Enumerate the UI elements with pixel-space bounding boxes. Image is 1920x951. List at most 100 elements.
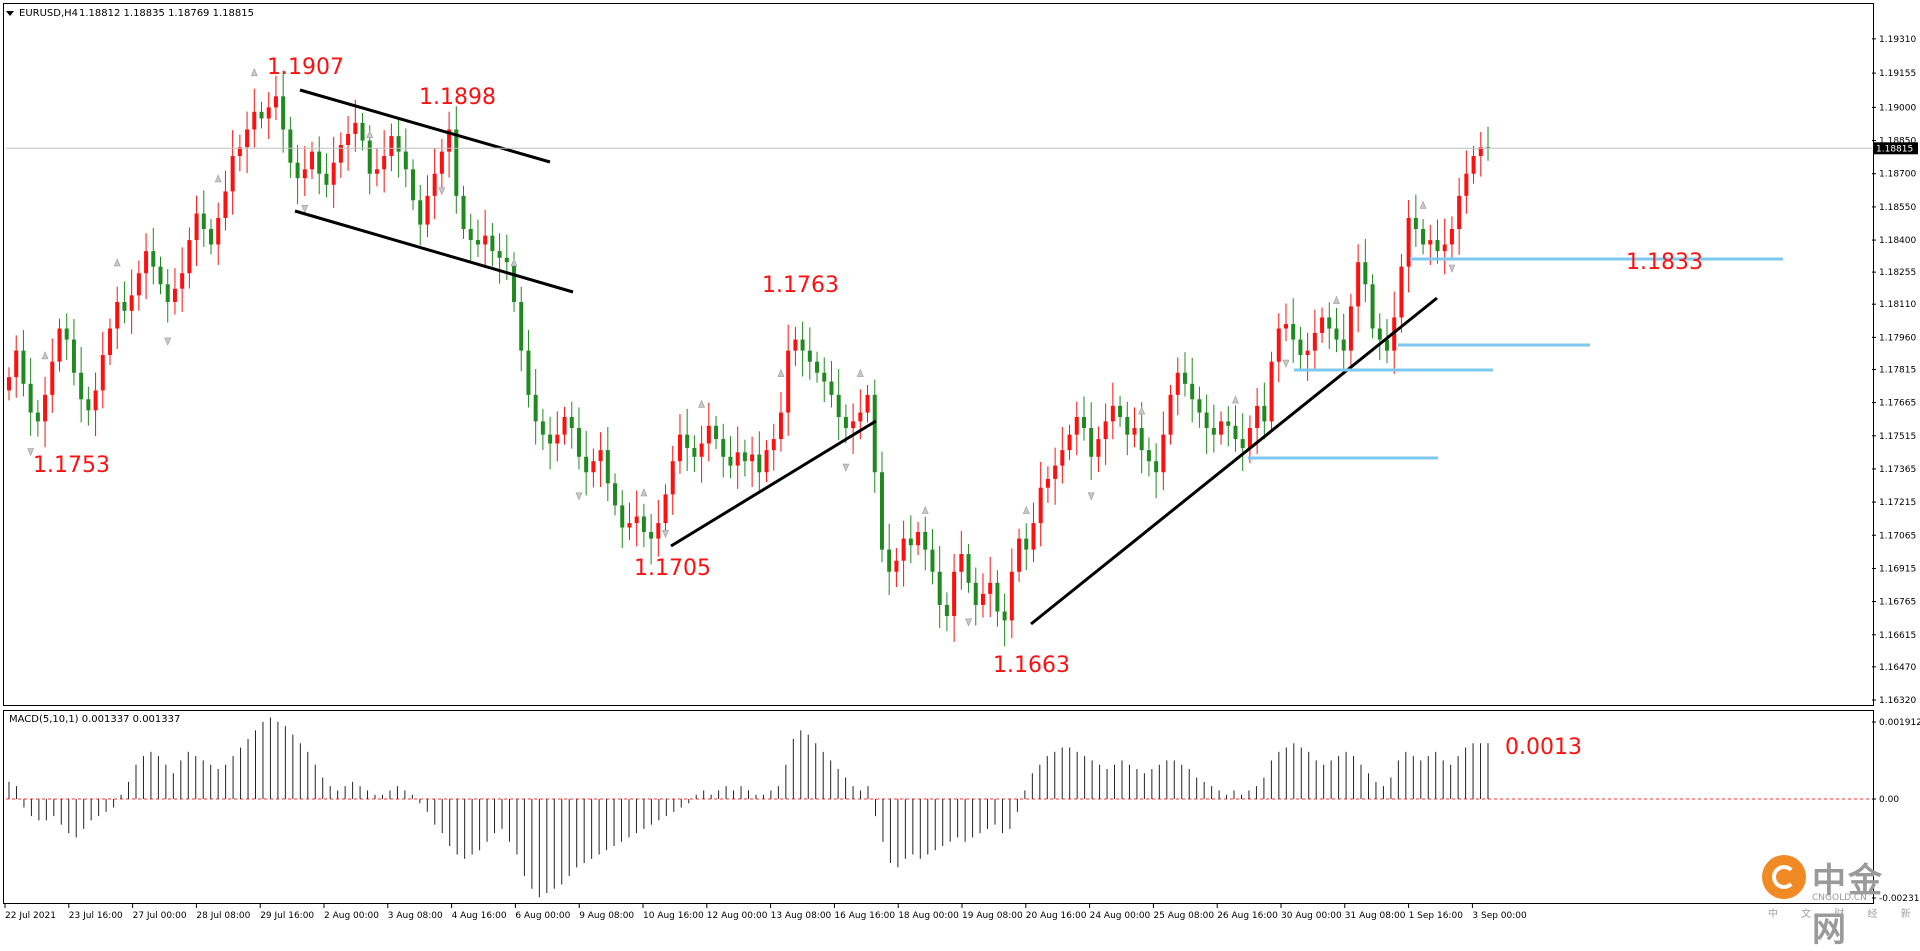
y-tick-label: 1.16470 xyxy=(1879,663,1916,673)
candle xyxy=(1356,244,1361,333)
x-tick-label: 27 Jul 00:00 xyxy=(133,911,187,921)
candle xyxy=(389,123,394,172)
fractal-down-icon xyxy=(1087,492,1095,501)
candle-body xyxy=(742,452,747,462)
candle xyxy=(548,416,553,470)
candle xyxy=(1384,319,1389,364)
candle xyxy=(1074,401,1079,456)
candle-body xyxy=(872,394,877,473)
candle xyxy=(851,403,856,454)
candle-body xyxy=(1002,611,1007,621)
candle-body xyxy=(735,452,740,466)
candle-body xyxy=(28,383,33,413)
candle xyxy=(887,523,892,595)
trendline[interactable] xyxy=(1030,296,1438,626)
candle xyxy=(605,426,610,502)
candle-body xyxy=(988,582,993,594)
candle xyxy=(1262,382,1267,440)
candle-body xyxy=(252,111,257,130)
candle xyxy=(93,372,98,437)
candle-body xyxy=(916,531,921,546)
candle-body xyxy=(771,439,776,451)
candle xyxy=(136,260,141,311)
candle-body xyxy=(1312,332,1317,351)
candle xyxy=(1341,313,1346,374)
candle-body xyxy=(1125,416,1130,435)
candle-body xyxy=(973,582,978,605)
candle-body xyxy=(944,604,949,616)
candle-body xyxy=(1356,262,1361,307)
candle-body xyxy=(490,235,495,252)
candle xyxy=(302,146,307,197)
candle-body xyxy=(295,162,300,179)
candle xyxy=(86,386,91,426)
price-annotation: 1.1763 xyxy=(762,273,839,298)
candle xyxy=(1211,404,1216,453)
fractal-up-icon xyxy=(510,258,518,267)
trendline[interactable] xyxy=(294,209,574,294)
candle-body xyxy=(389,136,394,157)
candle xyxy=(714,415,719,450)
candle xyxy=(475,219,480,258)
candle xyxy=(1103,403,1108,465)
candle-body xyxy=(1269,361,1274,422)
candle xyxy=(533,368,538,445)
candle-body xyxy=(1226,421,1231,426)
fractal-up-icon xyxy=(698,399,706,408)
candle xyxy=(281,70,286,153)
candle-body xyxy=(475,240,480,245)
candle xyxy=(1442,218,1447,275)
candle xyxy=(454,106,459,214)
trendline[interactable] xyxy=(670,419,877,548)
candle xyxy=(995,570,1000,627)
price-chart-canvas[interactable]: EURUSD,H4 1.18812 1.18835 1.18769 1.1881… xyxy=(0,0,1920,927)
fractal-down-icon xyxy=(1448,264,1456,273)
candle-body xyxy=(807,350,812,362)
candle-body xyxy=(43,394,48,422)
macd-pane-frame xyxy=(3,710,1874,904)
candle xyxy=(728,436,733,479)
candle-body xyxy=(1154,461,1159,473)
candle-body xyxy=(569,416,574,429)
candle xyxy=(252,88,257,148)
candle xyxy=(800,321,805,377)
fractal-up-icon xyxy=(366,129,374,139)
candle xyxy=(7,367,11,401)
candle xyxy=(1154,443,1159,499)
candle-body xyxy=(721,439,726,457)
candle xyxy=(836,368,841,441)
y-tick-label: 1.16320 xyxy=(1879,696,1916,706)
candle xyxy=(382,130,387,193)
candle-body xyxy=(331,162,336,185)
candle-body xyxy=(1190,383,1195,400)
candle-body xyxy=(403,151,408,170)
fractal-down-icon xyxy=(1282,359,1290,368)
trendline[interactable] xyxy=(299,88,551,164)
candle xyxy=(259,101,264,129)
price-annotation: 1.1663 xyxy=(993,653,1070,678)
x-tick-label: 19 Aug 08:00 xyxy=(962,911,1023,921)
candle xyxy=(1449,216,1454,260)
candle xyxy=(699,425,704,483)
candle-body xyxy=(338,144,343,163)
candle xyxy=(1110,382,1115,440)
candle xyxy=(1421,219,1426,255)
candle-body xyxy=(86,399,91,411)
x-tick-label: 9 Aug 08:00 xyxy=(579,911,634,921)
candle-body xyxy=(613,483,618,506)
candle xyxy=(879,451,884,563)
candle xyxy=(1017,528,1022,582)
candle xyxy=(14,335,19,398)
candle-body xyxy=(937,571,942,605)
chart-menu-icon[interactable] xyxy=(6,11,14,16)
candle-body xyxy=(714,425,719,440)
candle xyxy=(937,545,942,629)
y-tick-label: 1.18550 xyxy=(1879,203,1916,213)
candle-body xyxy=(1428,240,1433,245)
candle-body xyxy=(620,505,625,528)
candle xyxy=(216,202,221,266)
candle xyxy=(807,327,812,380)
fractal-down-icon xyxy=(662,530,669,539)
candle xyxy=(411,159,416,211)
